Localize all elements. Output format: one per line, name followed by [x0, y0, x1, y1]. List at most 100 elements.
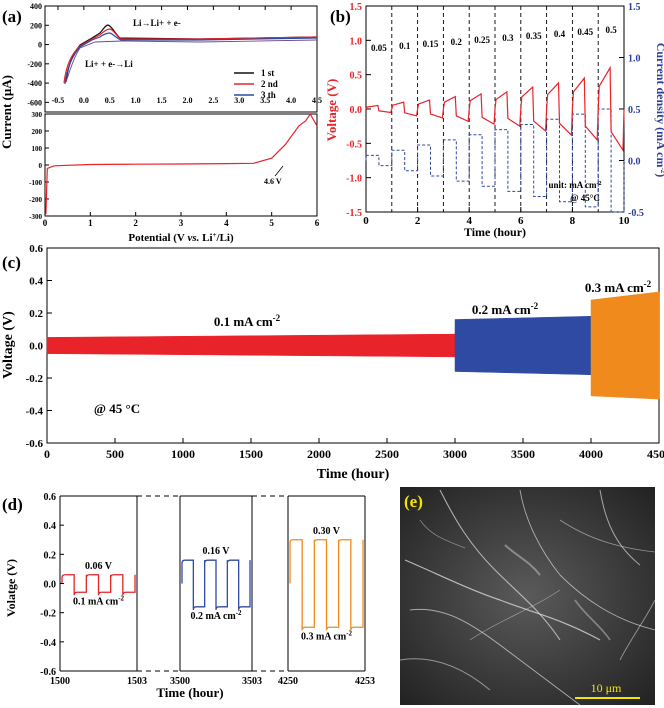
y-tick-label-right: 1.5: [628, 2, 641, 13]
x-tick-label: 1500: [50, 676, 70, 687]
y-tick-label: 0.0: [44, 580, 57, 591]
x-tick-label: 4.0: [286, 96, 296, 105]
x-tick-label: 10: [619, 215, 631, 227]
x-tick-label: 1.0: [131, 96, 141, 105]
current-step-label: 0.2: [451, 37, 463, 47]
voltage-trace: [546, 81, 573, 137]
panel-b-label: (b): [330, 7, 351, 26]
current-step: [365, 154, 393, 167]
y-tick-label: -600: [27, 98, 42, 107]
x-tick-label: 2500: [375, 447, 399, 461]
y-tick-label: 0: [38, 41, 42, 50]
x-tick-label: -0.5: [52, 96, 65, 105]
voltage-trace: [520, 85, 548, 133]
y-tick-label: 0.6: [29, 243, 43, 255]
panel-d-labels: 0.06 V 0.1 mA cm-2 0.16 V 0.2 mA cm-2 0.30 V…: [73, 526, 353, 643]
cv-curve-3rd: [64, 32, 318, 85]
y-tick-label: 0.4: [29, 276, 43, 288]
y-tick-label: -300: [29, 213, 42, 221]
x-tick-label: 500: [106, 447, 124, 461]
x-tick-label: 0: [363, 215, 369, 227]
y-tick-label: 0.6: [44, 492, 57, 503]
cv-curve-return: [65, 39, 318, 83]
panel-b-step-labels: 0.05 0.1 0.15 0.2 0.25 0.3 0.35 0.4 0.45 0.5: [371, 25, 617, 53]
x-tick-label: 4000: [579, 447, 603, 461]
y-tick-label-left: 0.0: [350, 105, 363, 116]
cv-curve-2nd: [63, 28, 318, 84]
series-label-0-1: 0.1 mA cm-2: [214, 313, 281, 329]
panel-c-ylabel: Voltage (V): [1, 311, 16, 379]
y-tick-label: 100: [32, 145, 43, 153]
voltage-trace: [597, 65, 625, 153]
panel-b-voltage-trace: [365, 65, 625, 153]
x-tick-label: 2000: [307, 447, 331, 461]
y-tick-label-right: 1.0: [628, 54, 641, 65]
voltage-amplitude-label: 0.16 V: [202, 546, 230, 557]
current-step: [391, 149, 419, 172]
voltage-trace: [468, 92, 496, 126]
x-tick-label: 2: [133, 218, 138, 228]
panel-a: (a) -0.5 0.0 0.5 1.0 1.5 2.0 2.5 3.0 3.5 4.0 4.540…: [0, 2, 322, 244]
panel-d-label: (d): [2, 495, 23, 514]
y-tick-label: -400: [27, 79, 42, 88]
panel-e-sem-image: (e) 10 μm: [400, 487, 655, 705]
panel-b-xlabel: Time (hour): [464, 225, 526, 239]
panel-a-legend: 1 st2 nd3 th: [234, 68, 278, 100]
x-tick-label: 0: [44, 447, 50, 461]
voltage-band: [46, 333, 456, 358]
current-density-label: 0.1 mA cm-2: [73, 594, 125, 607]
x-tick-label: 1.5: [157, 96, 167, 105]
current-step: [546, 118, 573, 203]
x-tick-label: 3.5: [260, 96, 270, 105]
voltage-trace: [365, 104, 393, 114]
current-step-label: 0.4: [554, 29, 566, 39]
lsv-curve: [45, 112, 318, 215]
y-tick-label-right: 0.0: [628, 157, 641, 168]
current-step: [442, 139, 470, 182]
sem-texture: [400, 489, 655, 705]
panel-a-label: (a): [2, 7, 22, 26]
superscript: -2: [236, 609, 242, 617]
y-tick-label: -200: [27, 60, 42, 69]
y-tick-label-left: -0.5: [346, 139, 362, 150]
y-tick-label: -0.2: [26, 373, 44, 385]
voltage-trace: [571, 76, 599, 142]
panel-a-xlabel: Potential (V vs. Li+/Li): [128, 231, 234, 244]
current-step: [417, 144, 444, 177]
current-step-label: 0.25: [474, 35, 490, 45]
current-density-label: 0.3 mA cm-2: [301, 629, 353, 642]
y-tick-label: 0.2: [44, 550, 57, 561]
x-tick-label: 1500: [239, 447, 263, 461]
x-tick-label: 0.5: [105, 96, 115, 105]
x-tick-label: 2.5: [208, 96, 218, 105]
superscript: -2: [346, 629, 352, 637]
panel-c-temp-label: @ 45 °C: [94, 401, 140, 416]
voltage-amplitude-label: 0.30 V: [313, 526, 341, 537]
y-tick-label-right: 0.5: [628, 105, 641, 116]
x-tick-label: 1000: [171, 447, 195, 461]
panel-a-top-frame: [44, 5, 318, 113]
y-tick-label: 0.4: [44, 521, 57, 532]
x-tick-label: 8: [570, 215, 576, 227]
voltage-band: [454, 315, 592, 376]
x-tick-label: 4: [466, 215, 472, 227]
y-tick-label: 300: [32, 111, 43, 119]
voltage-trace: [417, 99, 444, 119]
annotation-oxidation: Li→Li+ + e-: [133, 18, 181, 28]
annotation-4-6v: 4.6 V: [264, 177, 282, 186]
current-step: [494, 129, 522, 192]
panel-b-ylabel-right: Current density (mA cm-2): [654, 43, 664, 178]
panel-b: (b) 0 2 4 6 8 10 1.5 1.0 0.5 0.0 -0.5 -1.0 -1.5 1.5 1.…: [324, 2, 664, 239]
panel-c-voltage-bands: [46, 291, 660, 400]
current-density-label: 0.2 mA cm-2: [190, 609, 242, 622]
current-step-label: 0.5: [605, 25, 617, 35]
y-tick-label: -0.4: [40, 638, 56, 649]
legend-label: 1 st: [261, 68, 274, 78]
current-step-label: 0.1: [399, 41, 411, 51]
superscript: -2: [118, 594, 124, 602]
y-tick-label: 200: [32, 128, 43, 136]
x-tick-label: 0: [43, 218, 48, 228]
panel-a-bottom-ticks: 0 1 2 3 4 5 6 300 200 100 0 -100 -200 -300: [29, 111, 320, 228]
